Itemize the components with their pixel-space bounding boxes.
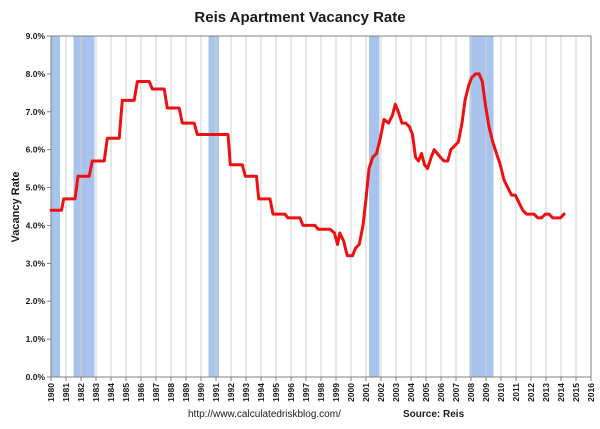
x-tick-label: 1992 (226, 383, 236, 402)
recession-band (369, 36, 380, 377)
y-tick-labels: 0.0% 1.0% 2.0% 3.0% 4.0% 5.0% 6.0% 7.0% 8.0% 9.0% (26, 31, 46, 382)
x-tick-label: 1996 (286, 383, 296, 402)
series-group (49, 72, 566, 258)
x-tick-label: 2003 (391, 383, 401, 402)
footer-source: Source: Reis (403, 409, 465, 420)
x-tick-label: 2016 (586, 383, 596, 402)
x-tick-label: 1994 (256, 383, 266, 402)
x-tick-label: 1984 (106, 383, 116, 402)
x-tick-label: 2010 (496, 383, 506, 402)
x-tick-label: 2008 (466, 383, 476, 402)
x-tick-label: 2015 (571, 383, 581, 402)
recession-band (51, 36, 60, 377)
x-tick-label: 1981 (61, 383, 71, 402)
x-tick-labels: 1980 1981 1982 1983 1984 1985 1986 1987 1988 1989… (46, 383, 596, 402)
x-tick-label: 1985 (121, 383, 131, 402)
y-tick-label: 2.0% (26, 296, 46, 306)
recession-bands (51, 36, 494, 377)
x-tick-label: 2012 (526, 383, 536, 402)
x-tick-label: 1995 (271, 383, 281, 402)
recession-band (469, 36, 494, 377)
x-tick-label: 2014 (556, 383, 566, 402)
x-tick-label: 1990 (196, 383, 206, 402)
x-tick-label: 1983 (91, 383, 101, 402)
y-tick-label: 4.0% (26, 220, 46, 230)
x-tick-label: 1991 (211, 383, 221, 402)
x-tick-label: 1998 (316, 383, 326, 402)
x-tick-label: 2009 (481, 383, 491, 402)
x-tick-label: 2000 (346, 383, 356, 402)
grid-lines (65, 36, 577, 377)
y-tick-label: 6.0% (26, 145, 46, 155)
x-tick-label: 2007 (451, 383, 461, 402)
x-tick-label: 2005 (421, 383, 431, 402)
recession-band (208, 36, 219, 377)
recession-band (73, 36, 95, 377)
y-tick-label: 5.0% (26, 183, 46, 193)
y-tick-label: 9.0% (26, 31, 46, 41)
x-tick-label: 1988 (166, 383, 176, 402)
x-tick-label: 1997 (301, 383, 311, 402)
x-tick-label: 1999 (331, 383, 341, 402)
y-axis-label: Vacancy Rate (10, 172, 22, 243)
x-tick-label: 2002 (376, 383, 386, 402)
y-tick-label: 3.0% (26, 258, 46, 268)
y-tick-label: 8.0% (26, 69, 46, 79)
y-tick-label: 0.0% (26, 372, 46, 382)
x-tick-label: 1986 (136, 383, 146, 402)
x-tick-label: 1980 (46, 383, 56, 402)
y-tick-label: 7.0% (26, 107, 46, 117)
x-tick-label: 1993 (241, 383, 251, 402)
footer-url: http://www.calculatedriskblog.com/ (188, 409, 341, 420)
series-line (49, 72, 566, 258)
x-tick-label: 2006 (436, 383, 446, 402)
x-tick-label: 2004 (406, 383, 416, 402)
y-tick-label: 1.0% (26, 334, 46, 344)
x-tick-label: 1989 (181, 383, 191, 402)
x-tick-label: 2013 (541, 383, 551, 402)
x-tick-label: 2011 (511, 383, 521, 402)
x-tick-label: 1987 (151, 383, 161, 402)
axes (47, 35, 592, 381)
x-tick-label: 1982 (76, 383, 86, 402)
chart-title: Reis Apartment Vacancy Rate (194, 9, 405, 26)
x-tick-label: 2001 (361, 383, 371, 402)
